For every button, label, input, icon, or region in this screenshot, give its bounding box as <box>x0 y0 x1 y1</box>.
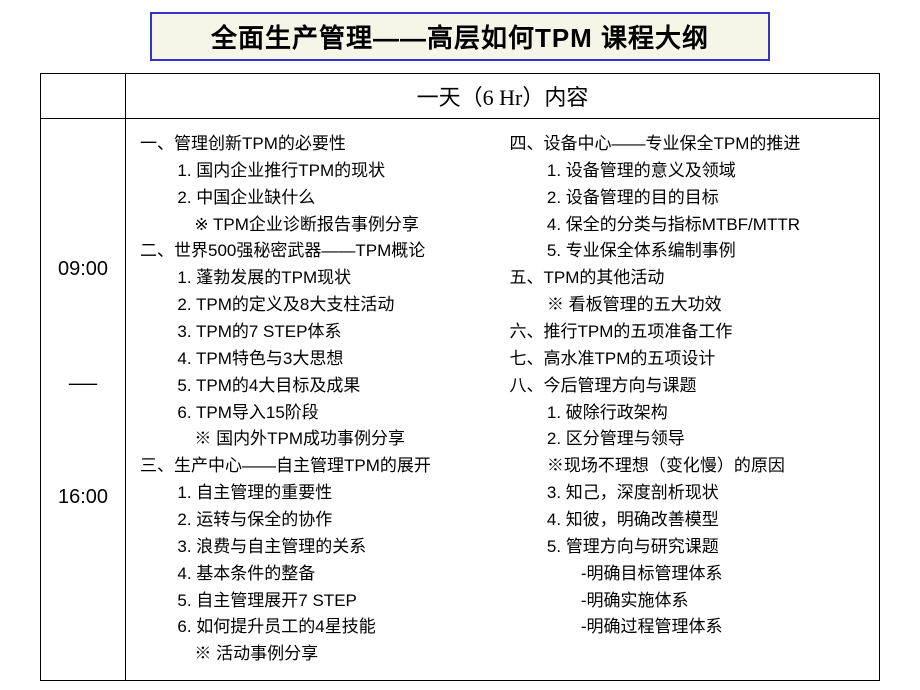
section-heading: 六、推行TPM的五项准备工作 <box>510 319 872 346</box>
section-item: 2. 区分管理与领导 <box>510 426 872 453</box>
section-heading: 四、设备中心——专业保全TPM的推进 <box>510 131 872 158</box>
section-item: 4. TPM特色与3大思想 <box>140 346 502 373</box>
right-column: 四、设备中心——专业保全TPM的推进 1. 设备管理的意义及领域 2. 设备管理… <box>510 131 872 668</box>
section-heading: 二、世界500强秘密武器——TPM概论 <box>140 238 502 265</box>
table-body-row: 09:00 — 16:00 一、管理创新TPM的必要性 1. 国内企业推行TPM… <box>41 119 880 681</box>
section-item: 1. 蓬勃发展的TPM现状 <box>140 265 502 292</box>
section-item: 1. 自主管理的重要性 <box>140 480 502 507</box>
section-item: 3. TPM的7 STEP体系 <box>140 319 502 346</box>
section-heading: 八、今后管理方向与课题 <box>510 373 872 400</box>
section-note: ※ 国内外TPM成功事例分享 <box>140 426 502 453</box>
section-item: 2. 运转与保全的协作 <box>140 507 502 534</box>
left-column: 一、管理创新TPM的必要性 1. 国内企业推行TPM的现状 2. 中国企业缺什么… <box>140 131 502 668</box>
section-item: 1. 破除行政架构 <box>510 400 872 427</box>
section-item: 6. TPM导入15阶段 <box>140 400 502 427</box>
section-item: 1. 国内企业推行TPM的现状 <box>140 158 502 185</box>
outline-table: 一天（6 Hr）内容 09:00 — 16:00 一、管理创新TPM的必要性 1… <box>40 73 880 681</box>
time-separator: — <box>41 369 125 397</box>
content-cell: 一、管理创新TPM的必要性 1. 国内企业推行TPM的现状 2. 中国企业缺什么… <box>126 119 880 681</box>
section-item: 5. 专业保全体系编制事例 <box>510 238 872 265</box>
section-item: 6. 如何提升员工的4星技能 <box>140 614 502 641</box>
section-item: 2. TPM的定义及8大支柱活动 <box>140 292 502 319</box>
section-item: 3. 浪费与自主管理的关系 <box>140 534 502 561</box>
section-item: 5. 管理方向与研究课题 <box>510 534 872 561</box>
course-title: 全面生产管理——高层如何TPM 课程大纲 <box>211 23 709 53</box>
time-end: 16:00 <box>41 487 125 507</box>
section-note: ※ 活动事例分享 <box>140 641 502 668</box>
section-item: 3. 知己，深度剖析现状 <box>510 480 872 507</box>
section-note: ※ TPM企业诊断报告事例分享 <box>140 212 502 239</box>
time-start: 09:00 <box>41 259 125 279</box>
section-note: ※现场不理想（变化慢）的原因 <box>510 453 872 480</box>
section-item: 1. 设备管理的意义及领域 <box>510 158 872 185</box>
section-subitem: -明确过程管理体系 <box>510 614 872 641</box>
section-item: 5. 自主管理展开7 STEP <box>140 588 502 615</box>
section-heading: 五、TPM的其他活动 <box>510 265 872 292</box>
header-time-cell <box>41 74 126 119</box>
section-heading: 一、管理创新TPM的必要性 <box>140 131 502 158</box>
section-heading: 七、高水准TPM的五项设计 <box>510 346 872 373</box>
table-header-row: 一天（6 Hr）内容 <box>41 74 880 119</box>
header-content-cell: 一天（6 Hr）内容 <box>126 74 880 119</box>
section-note: ※ 看板管理的五大功效 <box>510 292 872 319</box>
section-item: 5. TPM的4大目标及成果 <box>140 373 502 400</box>
course-title-box: 全面生产管理——高层如何TPM 课程大纲 <box>150 12 770 61</box>
section-item: 4. 基本条件的整备 <box>140 561 502 588</box>
section-heading: 三、生产中心——自主管理TPM的展开 <box>140 453 502 480</box>
section-subitem: -明确实施体系 <box>510 588 872 615</box>
time-range-cell: 09:00 — 16:00 <box>41 119 126 681</box>
section-item: 4. 知彼，明确改善模型 <box>510 507 872 534</box>
section-item: 2. 中国企业缺什么 <box>140 185 502 212</box>
section-item: 2. 设备管理的目的目标 <box>510 185 872 212</box>
section-subitem: -明确目标管理体系 <box>510 561 872 588</box>
section-item: 4. 保全的分类与指标MTBF/MTTR <box>510 212 872 239</box>
